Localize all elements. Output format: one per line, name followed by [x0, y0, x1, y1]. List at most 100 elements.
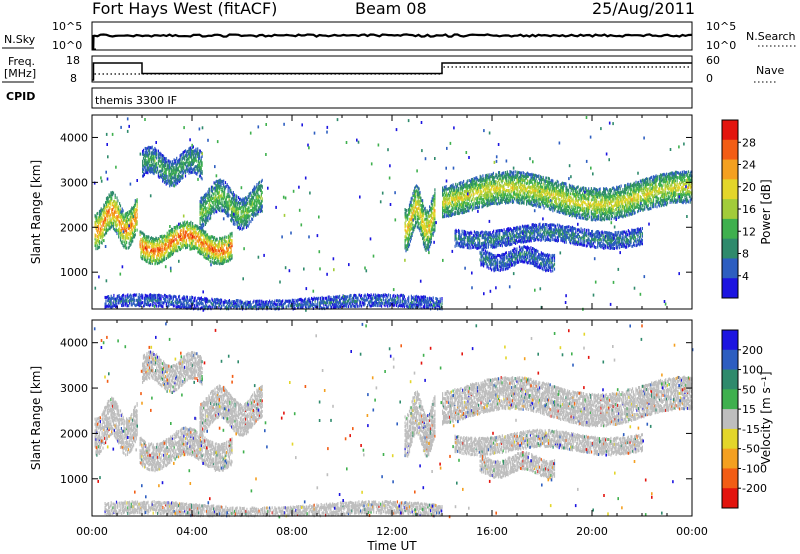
echo-cell — [107, 223, 109, 227]
echo-cell — [552, 209, 554, 213]
echo-cell — [204, 243, 206, 247]
echo-cell — [133, 233, 135, 236]
echo-cell — [140, 245, 142, 248]
echo-cell — [131, 219, 133, 223]
echo-cell — [106, 205, 108, 209]
echo-cell — [214, 252, 216, 256]
echo-cell — [188, 236, 190, 240]
echo-cell — [205, 256, 207, 260]
echo-cell — [170, 231, 172, 235]
echo-cell — [210, 260, 212, 264]
echo-cell — [99, 214, 101, 218]
echo-cell — [154, 259, 156, 262]
echo-cell — [162, 250, 164, 254]
echo-cell — [143, 250, 146, 254]
echo-cell — [590, 215, 592, 219]
echo-cell — [177, 224, 179, 228]
echo-cell — [157, 243, 159, 247]
echo-cell — [183, 222, 185, 226]
echo-cell — [188, 244, 190, 248]
echo-cell — [143, 246, 146, 250]
echo-cell — [141, 239, 143, 243]
echo-cell — [96, 219, 98, 223]
echo-cell — [151, 260, 153, 264]
echo-cell — [158, 245, 160, 249]
echo-cell — [166, 246, 168, 250]
echo-cell — [449, 196, 451, 200]
echo-cell — [482, 174, 484, 178]
echo-cell — [238, 222, 241, 226]
echo-cell — [183, 225, 185, 229]
echo-cell — [124, 230, 126, 234]
echo-cell — [211, 255, 213, 258]
echo-cell — [177, 242, 179, 245]
echo-cell — [208, 237, 210, 241]
echo-cell — [192, 234, 194, 238]
echo-cell — [112, 212, 115, 216]
echo-cell — [167, 239, 169, 243]
echo-cell — [108, 202, 110, 206]
echo-cell — [127, 246, 129, 250]
echo-cell — [125, 238, 127, 242]
echo-cell — [140, 238, 142, 241]
echo-cell — [124, 241, 126, 245]
echo-cell — [131, 209, 133, 213]
echo-cell — [195, 246, 197, 250]
echo-cell — [433, 206, 435, 210]
echo-cell — [125, 235, 127, 239]
echo-cell — [150, 239, 153, 243]
echo-cell — [216, 237, 218, 241]
echo-cell — [165, 250, 167, 254]
echo-cell — [182, 245, 184, 249]
echo-cell — [96, 216, 98, 220]
echo-cell — [192, 246, 194, 250]
echo-cell — [189, 226, 191, 230]
echo-cell — [136, 215, 138, 219]
echo-cell — [203, 240, 205, 244]
echo-cell — [143, 244, 146, 248]
echo-cell — [139, 240, 141, 244]
echo-cell — [223, 183, 225, 187]
echo-cell — [190, 220, 192, 224]
echo-cell — [542, 175, 544, 179]
echo-cell — [171, 230, 173, 234]
echo-cell — [141, 242, 143, 245]
echo-cell — [619, 205, 621, 209]
echo-cell — [191, 238, 193, 242]
echo-cell — [206, 236, 208, 240]
echo-cell — [102, 208, 104, 212]
echo-cell — [158, 238, 160, 241]
echo-cell — [133, 233, 136, 237]
echo-cell — [143, 258, 146, 261]
echo-cell — [111, 193, 113, 197]
echo-cell — [112, 193, 114, 197]
echo-cell — [160, 253, 162, 257]
echo-cell — [176, 241, 178, 245]
echo-cell — [150, 249, 152, 253]
echo-cell — [191, 236, 193, 240]
echo-cell — [186, 243, 188, 247]
echo-cell — [192, 239, 194, 243]
echo-cell — [202, 231, 204, 235]
echo-cell — [178, 235, 180, 239]
echo-cell — [134, 213, 136, 217]
echo-cell — [98, 238, 100, 242]
echo-cell — [133, 213, 136, 217]
echo-cell — [204, 240, 206, 244]
echo-cell — [133, 210, 135, 214]
echo-cell — [541, 185, 543, 189]
echo-cell — [213, 236, 215, 240]
echo-cell — [209, 187, 211, 191]
echo-cell — [473, 197, 475, 201]
echo-cell — [203, 231, 205, 235]
echo-cell — [213, 253, 216, 257]
echo-cell — [97, 229, 99, 233]
echo-cell — [556, 202, 558, 206]
echo-cell — [122, 218, 124, 222]
echo-cell — [211, 247, 213, 251]
echo-cell — [176, 247, 178, 251]
echo-cell — [100, 215, 102, 219]
echo-cell — [540, 181, 543, 185]
echo-cell — [179, 225, 181, 229]
echo-cell — [192, 227, 195, 231]
